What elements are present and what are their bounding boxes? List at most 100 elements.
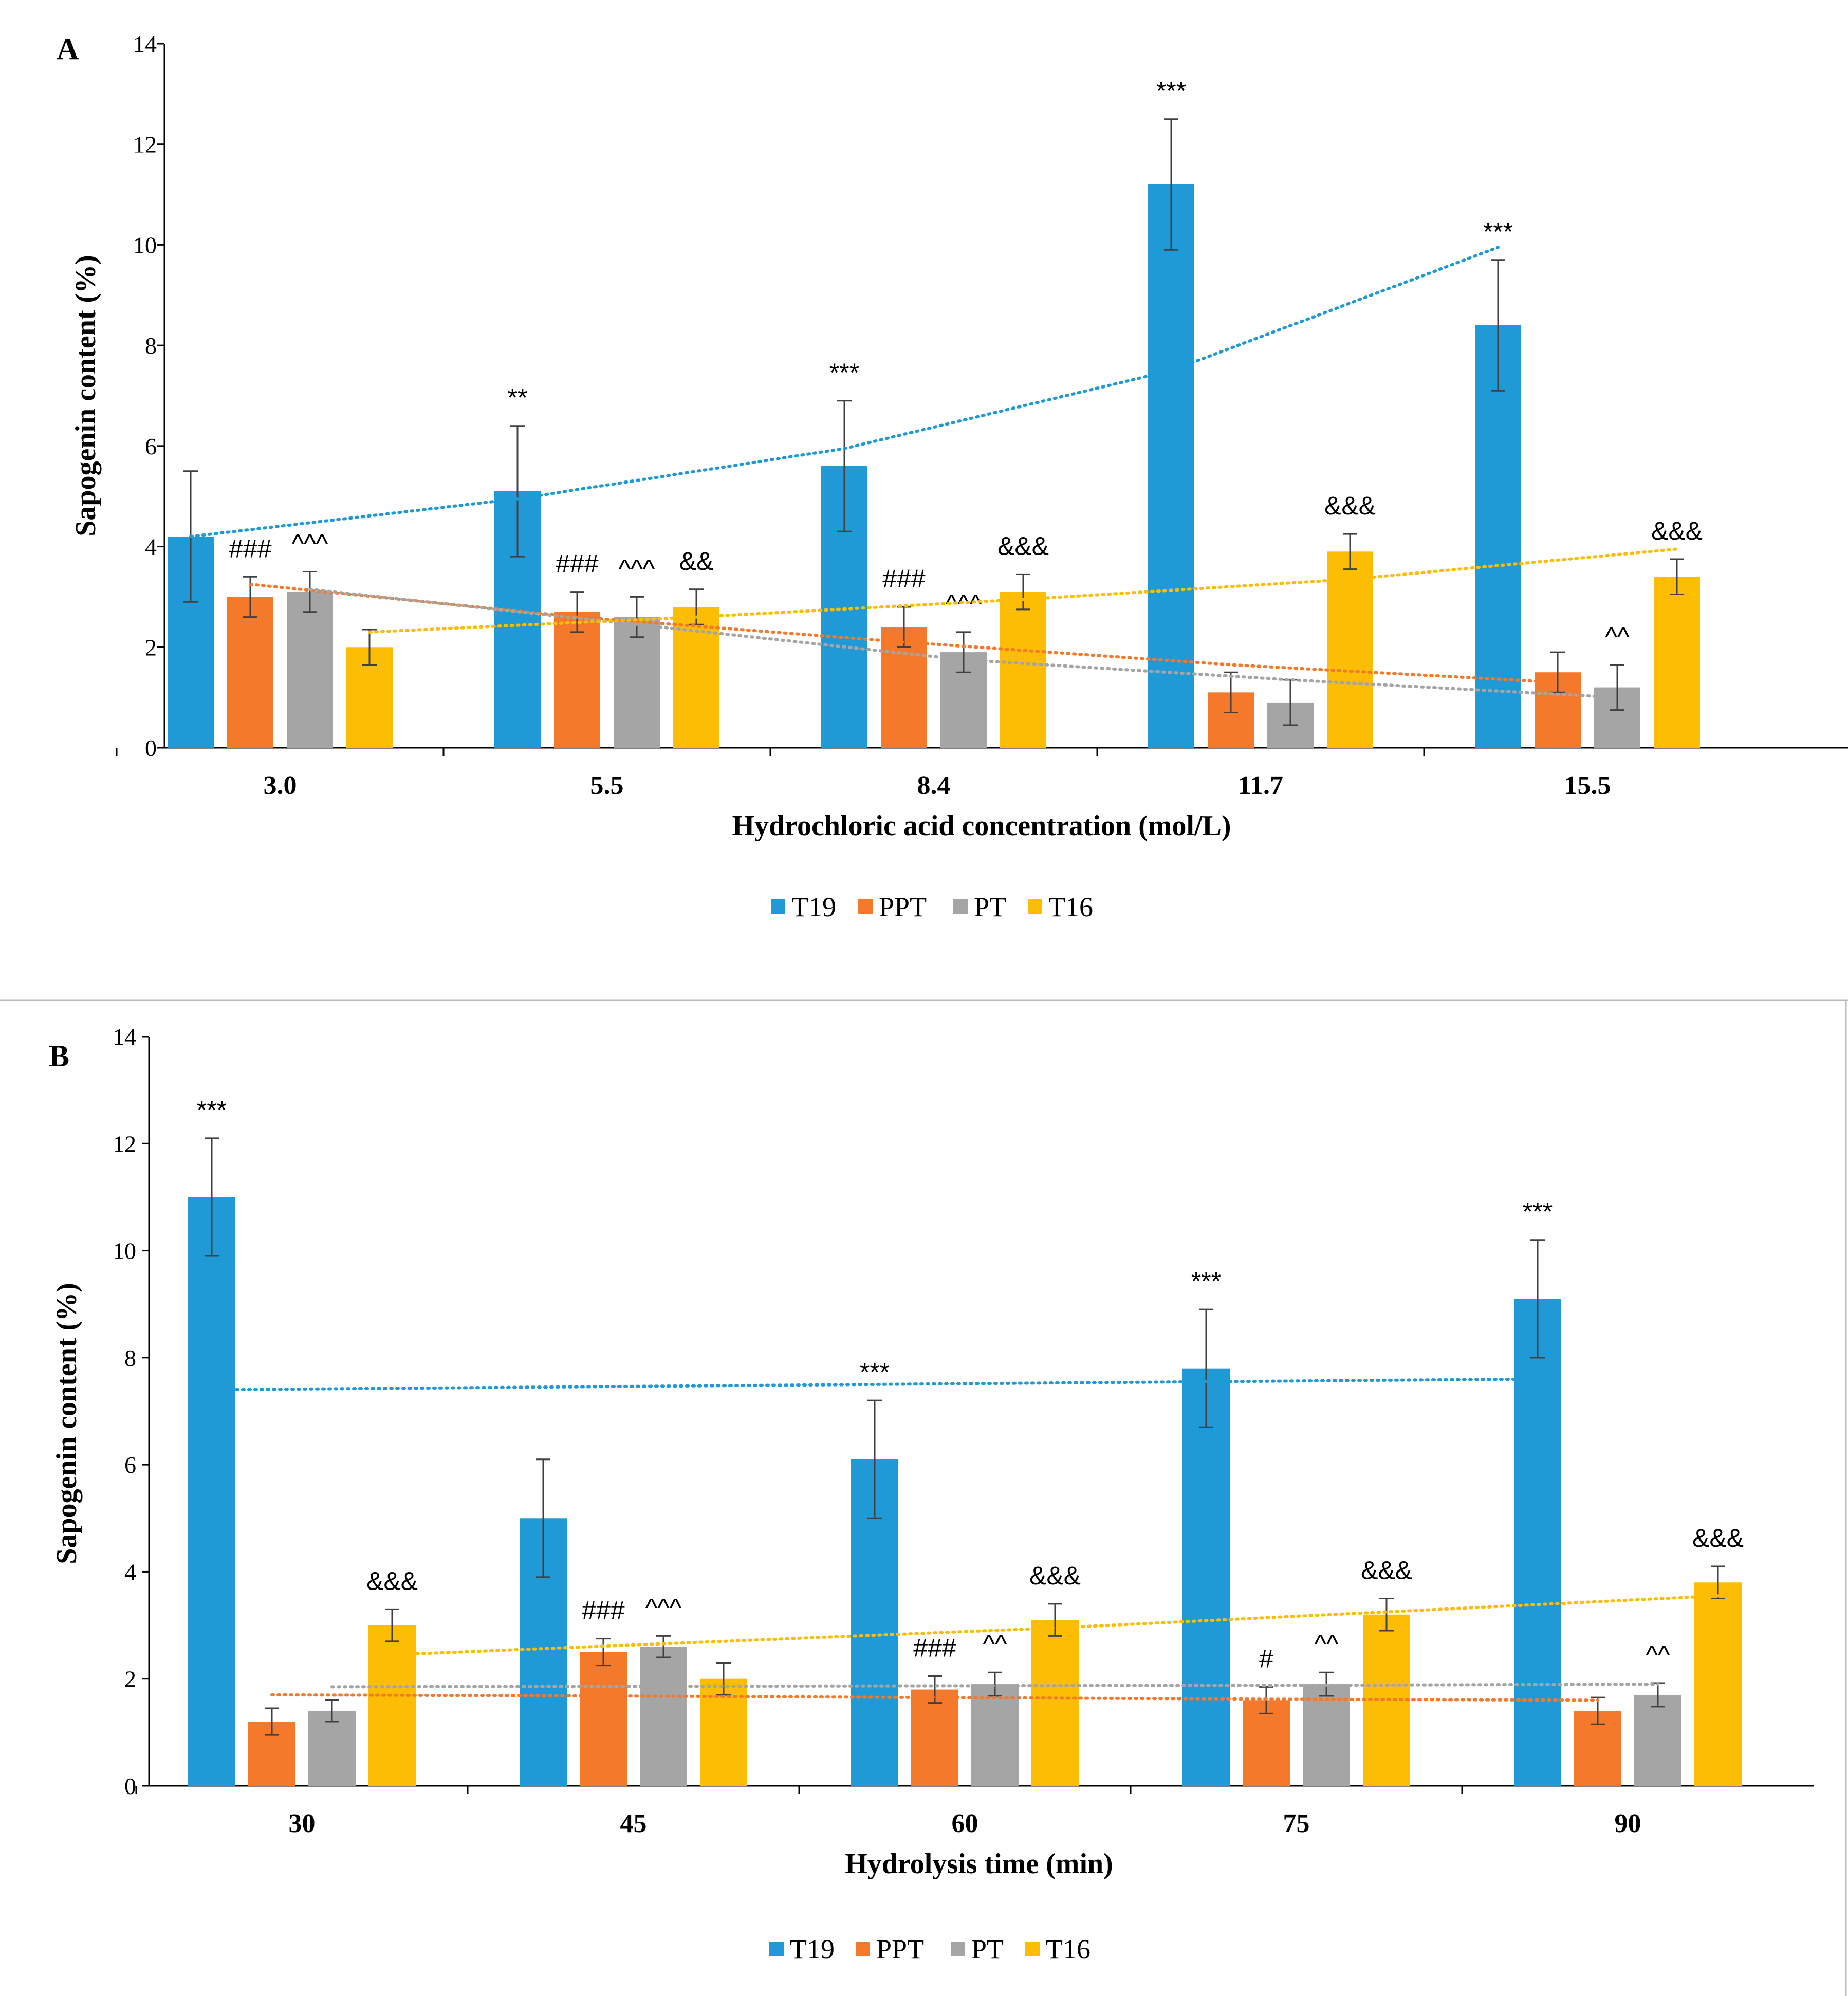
significance-mark: ** bbox=[508, 383, 528, 412]
significance-mark: ^^^ bbox=[619, 554, 655, 583]
legend-label-ppt: PPT bbox=[876, 1934, 924, 1965]
legend-label-pt: PT bbox=[971, 1934, 1004, 1965]
significance-mark: ^^ bbox=[983, 1630, 1007, 1658]
panel-label-b: B bbox=[49, 1039, 69, 1073]
trendline-t16 bbox=[368, 547, 1678, 634]
significance-mark: *** bbox=[1483, 217, 1513, 246]
y-tick-label: 12 bbox=[113, 1131, 136, 1157]
significance-mark: &&& bbox=[1692, 1524, 1744, 1553]
legend-swatch-pt bbox=[951, 1942, 965, 1956]
panel-label-a: A bbox=[57, 32, 79, 66]
significance-mark: &&& bbox=[1029, 1561, 1081, 1590]
x-category-label: 60 bbox=[952, 1809, 978, 1838]
x-category-label: 8.4 bbox=[917, 771, 951, 800]
legend-swatch-ppt bbox=[856, 1942, 870, 1956]
trendline-ppt bbox=[270, 1693, 1599, 1702]
significance-mark: ### bbox=[582, 1596, 625, 1625]
y-tick-label: 2 bbox=[124, 1666, 136, 1692]
trendline-t19 bbox=[189, 246, 1500, 538]
x-axis-title-b: Hydrolysis time (min) bbox=[845, 1848, 1113, 1880]
y-tick-label: 6 bbox=[124, 1452, 136, 1478]
bar-t16 bbox=[1000, 592, 1046, 748]
legend-label-ppt: PPT bbox=[879, 892, 927, 922]
bar-t19 bbox=[1148, 184, 1194, 748]
significance-mark: *** bbox=[829, 358, 859, 387]
significance-mark: &&& bbox=[1361, 1556, 1412, 1585]
significance-mark: ### bbox=[229, 534, 272, 563]
bar-t19 bbox=[1514, 1299, 1561, 1786]
x-axis-title-a: Hydrochloric acid concentration (mol/L) bbox=[732, 810, 1231, 842]
y-tick-label: 14 bbox=[113, 1024, 136, 1050]
significance-mark: # bbox=[1259, 1644, 1273, 1673]
legend-b: T19 PPT PT T16 bbox=[769, 1934, 1091, 1965]
significance-mark: *** bbox=[197, 1096, 227, 1124]
significance-mark: &&& bbox=[1324, 491, 1376, 520]
bar-t16 bbox=[1654, 577, 1700, 748]
trendline-pt bbox=[308, 587, 1619, 699]
y-tick-label: 8 bbox=[145, 332, 157, 359]
significance-mark: ### bbox=[556, 549, 599, 578]
bar-t16 bbox=[1694, 1582, 1742, 1786]
panel-b: B Sapogenin content (%) Hydrolysis time … bbox=[49, 1039, 1113, 1965]
bar-pt bbox=[614, 617, 660, 748]
legend-swatch-ppt bbox=[858, 899, 873, 914]
legend-swatch-pt bbox=[953, 899, 968, 914]
bar-t19 bbox=[1182, 1368, 1230, 1786]
significance-mark: ### bbox=[882, 564, 926, 593]
significance-mark: ^^^ bbox=[946, 589, 982, 618]
x-category-label: 11.7 bbox=[1238, 771, 1283, 800]
significance-mark: ### bbox=[913, 1634, 956, 1662]
y-tick-label: 10 bbox=[113, 1238, 136, 1264]
significance-mark: ^^^ bbox=[292, 529, 328, 558]
y-tick-label: 0 bbox=[124, 1773, 136, 1799]
bar-pt bbox=[308, 1711, 356, 1786]
legend-swatch-t19 bbox=[771, 899, 785, 914]
significance-mark: &&& bbox=[1651, 516, 1703, 545]
x-category-label: 75 bbox=[1283, 1809, 1310, 1838]
x-category-label: 15.5 bbox=[1564, 771, 1611, 800]
significance-mark: *** bbox=[1156, 77, 1186, 105]
legend-label-t19: T19 bbox=[790, 1934, 835, 1965]
legend-label-pt: PT bbox=[974, 892, 1006, 922]
x-category-label: 45 bbox=[620, 1809, 647, 1838]
bar-pt bbox=[971, 1684, 1019, 1786]
y-tick-label: 12 bbox=[133, 132, 157, 158]
significance-mark: ^^^ bbox=[645, 1593, 682, 1622]
bar-ppt bbox=[580, 1652, 627, 1786]
bar-t16 bbox=[1327, 551, 1373, 748]
significance-mark: ^^ bbox=[1315, 1630, 1339, 1658]
significance-mark: *** bbox=[1523, 1197, 1553, 1226]
bar-ppt bbox=[1243, 1700, 1290, 1786]
legend-swatch-t16 bbox=[1028, 899, 1042, 914]
bar-t16 bbox=[1031, 1620, 1079, 1786]
significance-mark: && bbox=[679, 547, 714, 576]
significance-mark: *** bbox=[1191, 1267, 1221, 1296]
trendline-t16 bbox=[391, 1594, 1720, 1656]
bar-pt bbox=[1303, 1684, 1350, 1786]
x-category-label: 90 bbox=[1615, 1809, 1641, 1838]
y-tick-label: 6 bbox=[145, 433, 157, 459]
legend-swatch-t16 bbox=[1025, 1942, 1040, 1956]
trendline-pt bbox=[330, 1683, 1659, 1689]
legend-label-t16: T16 bbox=[1046, 1934, 1091, 1965]
bar-pt bbox=[287, 592, 333, 748]
bar-ppt bbox=[227, 597, 273, 748]
bar-pt bbox=[1634, 1694, 1681, 1786]
x-category-label: 3.0 bbox=[264, 771, 297, 800]
legend-a: T19 PPT PT T16 bbox=[771, 892, 1093, 922]
trendline-t19 bbox=[210, 1377, 1539, 1392]
y-axis-title-a: Sapogenin content (%) bbox=[70, 255, 102, 537]
bar-t16 bbox=[368, 1625, 416, 1786]
bar-t19 bbox=[188, 1197, 235, 1786]
trendline-ppt bbox=[249, 582, 1559, 684]
y-tick-label: 10 bbox=[133, 232, 157, 258]
y-tick-label: 4 bbox=[145, 534, 157, 560]
x-category-label: 5.5 bbox=[590, 771, 624, 800]
y-tick-label: 2 bbox=[145, 634, 157, 660]
legend-label-t16: T16 bbox=[1048, 892, 1093, 922]
y-tick-label: 14 bbox=[133, 31, 157, 57]
significance-mark: &&& bbox=[366, 1566, 418, 1595]
